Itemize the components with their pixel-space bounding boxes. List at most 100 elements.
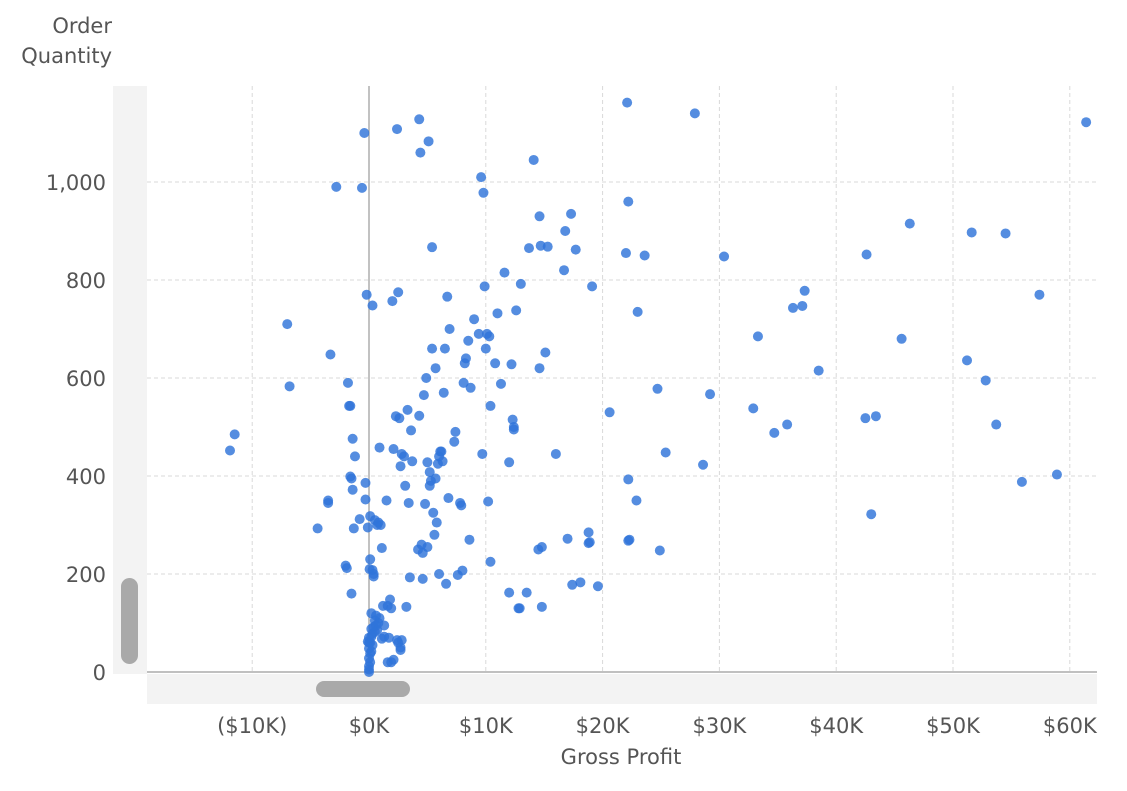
data-point[interactable] — [376, 543, 387, 554]
data-point[interactable] — [748, 403, 759, 414]
data-point[interactable] — [422, 457, 433, 468]
data-point[interactable] — [399, 451, 410, 462]
data-point[interactable] — [360, 477, 371, 488]
data-point[interactable] — [393, 287, 404, 298]
data-point[interactable] — [312, 523, 323, 534]
data-point[interactable] — [414, 114, 425, 125]
data-point[interactable] — [282, 319, 293, 330]
data-point[interactable] — [991, 419, 1002, 430]
data-point[interactable] — [395, 644, 406, 655]
data-point[interactable] — [406, 425, 417, 436]
data-point[interactable] — [478, 187, 489, 198]
data-point[interactable] — [660, 447, 671, 458]
data-point[interactable] — [473, 328, 484, 339]
data-point[interactable] — [719, 251, 730, 262]
data-point[interactable] — [331, 181, 342, 192]
data-point[interactable] — [524, 243, 535, 254]
data-point[interactable] — [495, 378, 506, 389]
data-point[interactable] — [521, 587, 532, 598]
data-point[interactable] — [534, 211, 545, 222]
data-point[interactable] — [341, 563, 352, 574]
data-point[interactable] — [536, 542, 547, 553]
data-point[interactable] — [752, 331, 763, 342]
data-point[interactable] — [534, 363, 545, 374]
data-point[interactable] — [414, 410, 425, 421]
data-point[interactable] — [483, 496, 494, 507]
data-point[interactable] — [484, 331, 495, 342]
data-point[interactable] — [575, 577, 586, 588]
data-point[interactable] — [388, 444, 399, 455]
data-point[interactable] — [348, 523, 359, 534]
data-point[interactable] — [464, 534, 475, 545]
data-point[interactable] — [362, 522, 373, 533]
data-point[interactable] — [225, 445, 236, 456]
data-point[interactable] — [421, 373, 432, 383]
data-point[interactable] — [623, 474, 634, 485]
data-point[interactable] — [1034, 289, 1045, 300]
data-point[interactable] — [229, 429, 240, 440]
data-point[interactable] — [861, 249, 872, 260]
data-point[interactable] — [1000, 228, 1011, 239]
data-point[interactable] — [476, 172, 487, 183]
data-point[interactable] — [492, 308, 503, 319]
data-point[interactable] — [383, 632, 394, 643]
data-point[interactable] — [456, 500, 467, 511]
data-point[interactable] — [449, 436, 460, 447]
data-point[interactable] — [980, 375, 991, 386]
data-point[interactable] — [402, 404, 413, 415]
data-point[interactable] — [325, 349, 336, 360]
data-point[interactable] — [469, 314, 480, 325]
data-point[interactable] — [438, 387, 449, 398]
data-point[interactable] — [360, 494, 371, 505]
data-point[interactable] — [441, 578, 452, 589]
data-point[interactable] — [1081, 117, 1092, 128]
data-point[interactable] — [511, 305, 522, 316]
data-point[interactable] — [342, 377, 353, 388]
data-point[interactable] — [345, 400, 356, 411]
data-point[interactable] — [559, 265, 570, 276]
data-point[interactable] — [401, 601, 412, 612]
data-point[interactable] — [400, 480, 411, 491]
data-point[interactable] — [562, 533, 573, 544]
data-point[interactable] — [654, 545, 665, 556]
data-point[interactable] — [430, 363, 441, 374]
data-point[interactable] — [631, 495, 642, 506]
data-point[interactable] — [689, 108, 700, 119]
data-point[interactable] — [423, 136, 434, 147]
data-point[interactable] — [787, 302, 798, 313]
data-point[interactable] — [407, 456, 418, 467]
data-point[interactable] — [620, 248, 631, 259]
data-point[interactable] — [418, 390, 429, 401]
data-point[interactable] — [479, 281, 490, 292]
data-point[interactable] — [639, 250, 650, 261]
data-point[interactable] — [381, 495, 392, 506]
data-point[interactable] — [442, 291, 453, 302]
data-point[interactable] — [540, 347, 551, 358]
data-point[interactable] — [542, 241, 553, 252]
data-point[interactable] — [463, 335, 474, 346]
data-point[interactable] — [860, 413, 871, 424]
data-point[interactable] — [422, 542, 433, 553]
data-point[interactable] — [485, 400, 496, 411]
data-point[interactable] — [870, 411, 881, 422]
data-point[interactable] — [966, 227, 977, 238]
data-point[interactable] — [346, 588, 357, 599]
data-point[interactable] — [1016, 476, 1027, 487]
data-point[interactable] — [536, 601, 547, 612]
horizontal-scrollbar-thumb[interactable] — [316, 681, 410, 697]
data-point[interactable] — [457, 565, 468, 576]
data-point[interactable] — [515, 278, 526, 289]
data-point[interactable] — [394, 413, 405, 424]
data-point[interactable] — [359, 128, 370, 138]
data-point[interactable] — [436, 446, 447, 457]
data-point[interactable] — [354, 514, 365, 525]
data-point[interactable] — [443, 493, 454, 504]
data-point[interactable] — [428, 507, 439, 518]
data-point[interactable] — [458, 377, 469, 388]
data-point[interactable] — [347, 433, 358, 444]
data-point[interactable] — [652, 383, 663, 394]
data-point[interactable] — [395, 461, 406, 472]
data-point[interactable] — [584, 537, 595, 548]
data-point[interactable] — [460, 353, 471, 364]
data-point[interactable] — [1051, 469, 1062, 480]
